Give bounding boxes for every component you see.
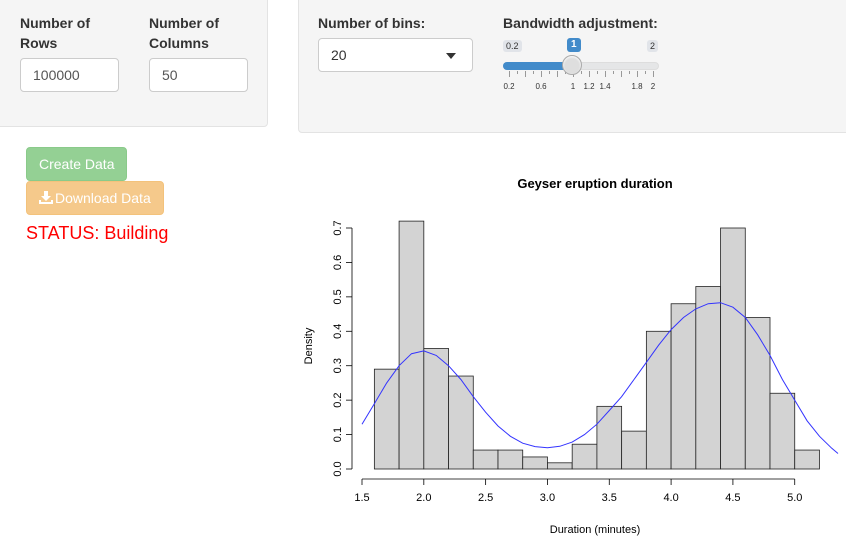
x-tick-label: 3.5 [602, 492, 617, 504]
bandwidth-slider-handle[interactable] [562, 55, 583, 75]
x-tick-label: 1.5 [354, 492, 369, 504]
histogram-bar [398, 220, 425, 470]
slider-value-label: 1 [567, 38, 581, 52]
slider-tick-label: 1.4 [599, 82, 611, 91]
y-tick-label: 0.3 [332, 358, 344, 373]
slider-tick [581, 71, 582, 74]
x-tick-label: 2.5 [478, 492, 493, 504]
y-axis-label: Density [303, 327, 315, 364]
bandwidth-label: Bandwidth adjustment: [503, 15, 658, 31]
histogram-bar [744, 317, 771, 470]
y-tick-label: 0.7 [332, 220, 344, 235]
histogram-bar [695, 286, 721, 470]
histogram-chart: Geyser eruption duration Duration (minut… [303, 176, 839, 536]
bins-select[interactable]: 20 [318, 38, 473, 72]
histogram-bar [645, 330, 672, 470]
rows-input[interactable]: 100000 [20, 58, 119, 92]
y-tick-label: 0.2 [332, 392, 344, 407]
slider-tick-label: 1.8 [631, 82, 643, 91]
slider-tick [613, 71, 614, 74]
slider-tick [653, 71, 654, 77]
x-tick-label: 4.0 [663, 492, 678, 504]
histogram-bar [472, 449, 499, 470]
histogram-bar [497, 449, 524, 470]
columns-input[interactable]: 50 [149, 58, 248, 92]
caret-down-icon [446, 53, 456, 59]
download-icon [39, 191, 53, 204]
slider-tick [637, 71, 638, 77]
slider-tick [517, 71, 518, 74]
slider-tick-label: 0.2 [503, 82, 515, 91]
histogram-bar [373, 368, 400, 470]
histogram-bar [720, 227, 746, 470]
x-tick-label: 3.0 [540, 492, 555, 504]
bins-label: Number of bins: [318, 15, 426, 31]
density-curve [361, 302, 839, 454]
slider-max-label: 2 [647, 40, 659, 52]
slider-min-label: 0.2 [503, 40, 522, 52]
histogram-bar [794, 449, 820, 470]
histogram-bar [522, 456, 548, 470]
chart-title: Geyser eruption duration [517, 176, 672, 191]
x-tick-label: 2.0 [416, 492, 431, 504]
y-tick-label: 0.0 [332, 461, 344, 476]
slider-tick [589, 71, 590, 77]
x-tick-label: 5.0 [787, 492, 802, 504]
slider-tick-label: 2 [650, 82, 656, 91]
y-tick-label: 0.6 [332, 255, 344, 270]
download-data-button[interactable]: Download Data [26, 181, 164, 215]
slider-tick [621, 71, 622, 77]
slider-tick [509, 71, 510, 77]
columns-label: Number of Columns [149, 15, 219, 51]
slider-tick-label: 1.2 [583, 82, 595, 91]
x-axis-label: Duration (minutes) [550, 524, 640, 536]
histogram-bar [547, 462, 573, 470]
slider-tick-label: 1 [570, 82, 576, 91]
status-text: STATUS: Building [26, 223, 169, 243]
histogram-bar [769, 392, 796, 470]
histogram-bar [571, 443, 598, 470]
x-tick-label: 4.5 [725, 492, 740, 504]
y-tick-label: 0.4 [332, 324, 344, 339]
slider-tick [629, 71, 630, 74]
histogram-bar [423, 348, 449, 470]
histogram-bar [621, 430, 647, 470]
slider-tick [525, 71, 526, 77]
slider-tick [645, 71, 646, 74]
slider-tick [541, 71, 542, 77]
histogram-bar [596, 405, 623, 470]
slider-tick [597, 71, 598, 74]
rows-label: Number of Rows [20, 15, 90, 51]
bins-selected-value: 20 [331, 47, 347, 63]
slider-tick [557, 71, 558, 77]
slider-tick [605, 71, 606, 77]
y-tick-label: 0.5 [332, 289, 344, 304]
y-tick-label: 0.1 [332, 427, 344, 442]
histogram-bar [670, 303, 697, 470]
create-data-button[interactable]: Create Data [26, 147, 128, 181]
slider-tick-label: 0.6 [535, 82, 547, 91]
histogram-bar [448, 375, 474, 470]
slider-tick [533, 71, 534, 74]
slider-tick [549, 71, 550, 74]
bandwidth-slider-fill [503, 62, 573, 70]
